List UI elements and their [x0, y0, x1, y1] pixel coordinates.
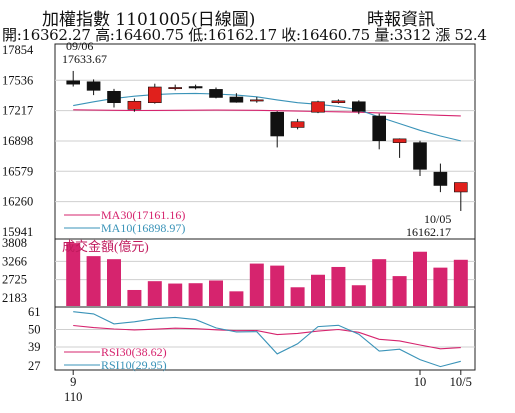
chart-title: 加權指數 1101005(日線圖)	[42, 10, 256, 30]
candle-body	[413, 142, 427, 170]
rsi-y-tick: 39	[28, 340, 41, 354]
volume-bar	[168, 283, 183, 306]
ma30-legend-label: MA30(17161.16)	[101, 208, 185, 222]
x-tick-year: 110	[64, 390, 82, 404]
rsi10-legend-label: RSI10(29.95)	[101, 358, 167, 372]
rsi10-line	[73, 311, 461, 368]
volume-bar	[433, 267, 448, 306]
high-date-annotation: 09/06	[66, 39, 93, 53]
candle-body	[433, 171, 448, 186]
price-y-tick: 15941	[2, 225, 33, 239]
rsi-y-tick: 50	[28, 322, 41, 336]
volume-bar	[311, 274, 325, 306]
candle-body	[209, 89, 223, 98]
volume-y-tick: 2725	[2, 273, 27, 287]
price-y-tick: 17217	[2, 104, 33, 118]
volume-bar	[249, 263, 264, 306]
rsi-panel-frame	[54, 306, 476, 371]
volume-bar	[107, 259, 121, 306]
chart-header: 加權指數 1101005(日線圖) 時報資訊 開:16362.27 高:1646…	[0, 0, 515, 44]
candle-body	[229, 96, 244, 103]
candle-body	[331, 100, 346, 104]
volume-bar	[66, 243, 81, 306]
volume-title: 成交金額(億元)	[62, 239, 149, 254]
volume-bar	[392, 276, 407, 306]
price-y-tick: 16898	[2, 134, 33, 148]
volume-bar	[453, 259, 468, 306]
x-tick-label: 10	[414, 375, 427, 389]
candle-body	[250, 99, 264, 102]
volume-bar	[413, 251, 427, 306]
candle-body	[188, 86, 203, 89]
volume-bar	[229, 291, 244, 306]
price-y-tick: 16260	[2, 195, 33, 209]
candle-body	[453, 182, 468, 193]
rsi-y-tick: 27	[28, 359, 41, 373]
volume-y-tick: 3808	[2, 236, 27, 250]
x-tick-label: 9	[70, 375, 76, 389]
volume-bar	[209, 280, 223, 306]
volume-y-tick: 2183	[2, 291, 27, 305]
candle-body	[372, 115, 387, 142]
low-date-annotation: 10/05	[424, 212, 451, 226]
volume-bar	[331, 266, 346, 306]
candle-body	[290, 121, 305, 128]
volume-bar	[147, 281, 162, 306]
ma10-legend-label: MA10(16898.97)	[101, 221, 185, 235]
candle-body	[270, 111, 285, 137]
ohlc-summary: 開:16362.27 高:16460.75 低:16162.17 收:16460…	[2, 26, 487, 44]
volume-y-tick: 3266	[2, 254, 27, 268]
candle-body	[107, 90, 121, 104]
volume-bar	[372, 259, 387, 306]
volume-bar	[270, 265, 285, 306]
ma10-line	[73, 92, 461, 142]
source-label: 時報資訊	[367, 10, 435, 30]
candle-body	[66, 80, 80, 85]
ma30-line	[73, 109, 461, 117]
candle-body	[127, 100, 142, 110]
volume-bar	[351, 285, 366, 306]
low-value-annotation: 16162.17	[406, 225, 451, 239]
volume-bar	[188, 283, 203, 306]
x-tick-label: 10/5	[450, 375, 472, 389]
volume-bar	[290, 287, 305, 306]
rsi30-line	[73, 324, 461, 350]
price-y-tick: 16579	[2, 164, 33, 178]
volume-bar	[127, 289, 142, 306]
candle-body	[392, 138, 407, 143]
high-value-annotation: 17633.67	[62, 52, 107, 66]
volume-bar	[86, 256, 101, 306]
candle-body	[86, 81, 101, 91]
rsi30-legend-label: RSI30(38.62)	[101, 345, 167, 359]
price-y-tick: 17536	[2, 73, 33, 87]
candle-body	[148, 86, 162, 104]
rsi-y-tick: 61	[28, 305, 41, 319]
candle-body	[351, 101, 366, 112]
candle-body	[311, 101, 325, 113]
price-y-tick: 17854	[2, 43, 34, 57]
candle-body	[168, 87, 182, 89]
